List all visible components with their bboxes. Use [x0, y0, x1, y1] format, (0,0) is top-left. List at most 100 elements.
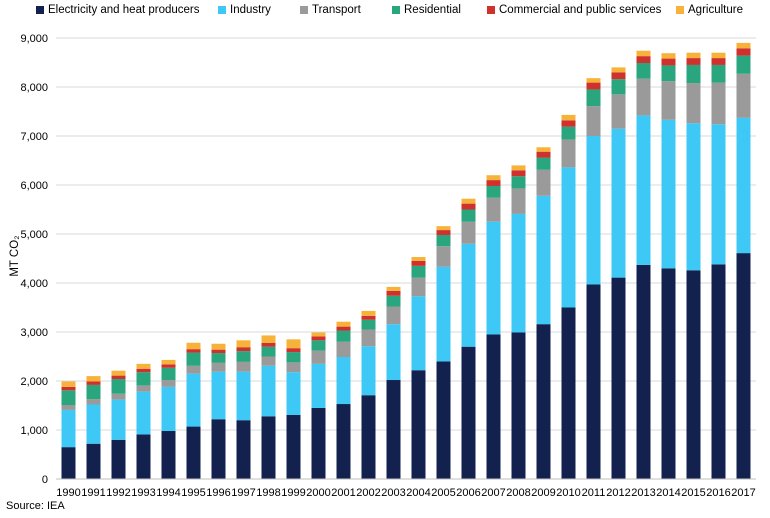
bar-segment	[286, 362, 301, 373]
bar-segment	[486, 334, 501, 479]
x-tick-label: 2001	[331, 487, 355, 499]
bar-segment	[561, 114, 576, 121]
y-tick-label: 0	[42, 474, 48, 486]
bar-segment	[111, 370, 126, 376]
bar-segment	[236, 361, 251, 372]
bar-segment	[536, 157, 551, 170]
bar-segment	[361, 329, 376, 347]
bar-segment	[161, 359, 176, 365]
legend-swatch	[36, 6, 44, 14]
bar-segment	[661, 53, 676, 59]
legend-item: Electricity and heat producers	[36, 4, 200, 16]
bar-segment	[536, 195, 551, 325]
bar-segment	[61, 405, 76, 410]
bar-segment	[111, 399, 126, 440]
bar-segment	[161, 430, 176, 479]
bar-segment	[386, 290, 401, 296]
bar-segment	[711, 124, 726, 265]
y-tick-label: 3,000	[20, 327, 48, 339]
x-tick-label: 1993	[131, 487, 155, 499]
bar-segment	[461, 203, 476, 210]
bar-segment	[261, 356, 276, 366]
bar-segment	[186, 365, 201, 374]
x-tick-label: 2003	[381, 487, 405, 499]
bar-segment	[236, 351, 251, 362]
bar-segment	[536, 147, 551, 152]
bar-segment	[111, 379, 126, 394]
bar-segment	[486, 197, 501, 222]
bar-segment	[361, 310, 376, 316]
legend-item: Transport	[300, 4, 361, 16]
bar-segment	[686, 52, 701, 59]
bar-segment	[86, 404, 101, 444]
bar-segment	[561, 139, 576, 168]
bar-segment	[661, 268, 676, 479]
x-tick-label: 1992	[106, 487, 130, 499]
bar-segment	[411, 296, 426, 371]
bar-segment	[311, 350, 326, 364]
x-tick-label: 2013	[631, 487, 655, 499]
bar-segment	[211, 353, 226, 363]
axes: 0 1,000 2,000 3,000 4,000 5,000 6,000 7,000 8,00…	[20, 33, 756, 499]
bar-segment	[486, 180, 501, 186]
bar-segment	[286, 414, 301, 479]
bar-segment	[336, 321, 351, 327]
legend-swatch	[487, 6, 495, 14]
bar-segment	[486, 185, 501, 198]
bar-segment	[561, 126, 576, 140]
bar-segment	[536, 169, 551, 196]
legend-label: Agriculture	[688, 4, 743, 16]
bar-segment	[561, 167, 576, 308]
bar-segment	[336, 404, 351, 479]
x-tick-label: 2007	[481, 487, 505, 499]
bar-segment	[261, 342, 276, 347]
x-tick-label: 2006	[456, 487, 480, 499]
x-tick-label: 2014	[656, 487, 680, 499]
bar-segment	[211, 419, 226, 479]
bar-segment	[136, 391, 151, 435]
bar-segment	[411, 260, 426, 266]
legend-swatch	[218, 6, 226, 14]
bar-segment	[261, 335, 276, 343]
x-tick-label: 1994	[156, 487, 180, 499]
bar-segment	[311, 336, 326, 341]
bar-segment	[636, 56, 651, 63]
bar-segment	[386, 380, 401, 479]
bar-segment	[336, 330, 351, 342]
legend-label: Industry	[230, 4, 271, 16]
bar-segment	[686, 270, 701, 479]
bar-segment	[161, 367, 176, 381]
bar-segment	[686, 64, 701, 84]
bar-segment	[636, 264, 651, 479]
bar-segment	[561, 307, 576, 479]
bar-segment	[686, 83, 701, 124]
bar-segment	[611, 67, 626, 73]
x-tick-label: 1998	[256, 487, 280, 499]
bar-segment	[86, 443, 101, 479]
legend-label: Residential	[404, 4, 461, 16]
bar-segment	[461, 243, 476, 347]
bar-segment	[586, 89, 601, 107]
bar-segment	[386, 306, 401, 325]
bar-segment	[661, 65, 676, 82]
bar-segment	[136, 363, 151, 369]
bar-segment	[411, 265, 426, 278]
bar-segment	[511, 165, 526, 171]
bar-segment	[711, 64, 726, 83]
bar-segment	[236, 420, 251, 479]
bar-segment	[336, 341, 351, 357]
bar-segment	[586, 78, 601, 83]
bar-segment	[461, 221, 476, 244]
bar-segment	[511, 170, 526, 177]
bars	[61, 42, 751, 479]
bar-segment	[636, 62, 651, 79]
bar-segment	[236, 347, 251, 352]
bar-segment	[186, 426, 201, 479]
bar-segment	[111, 393, 126, 400]
bar-segment	[311, 363, 326, 408]
x-tick-label: 2008	[506, 487, 530, 499]
bar-segment	[436, 361, 451, 479]
bar-segment	[611, 128, 626, 278]
legend-swatch	[392, 6, 400, 14]
